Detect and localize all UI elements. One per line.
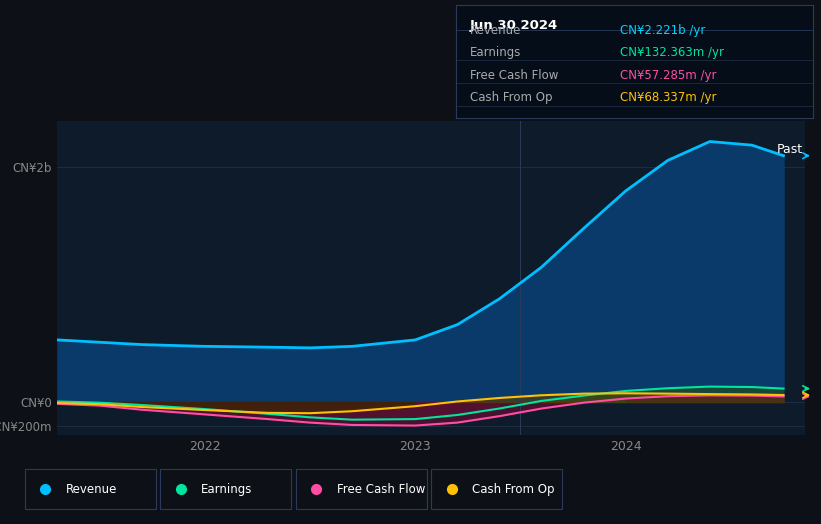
Text: CN¥68.337m /yr: CN¥68.337m /yr (620, 91, 717, 104)
Text: CN¥132.363m /yr: CN¥132.363m /yr (620, 46, 724, 59)
Text: Free Cash Flow: Free Cash Flow (470, 69, 558, 82)
Text: Cash From Op: Cash From Op (472, 483, 554, 496)
FancyBboxPatch shape (25, 469, 156, 509)
Text: Revenue: Revenue (66, 483, 117, 496)
Text: CN¥57.285m /yr: CN¥57.285m /yr (620, 69, 717, 82)
Text: Earnings: Earnings (470, 46, 521, 59)
Text: Revenue: Revenue (470, 24, 521, 37)
Text: Earnings: Earnings (201, 483, 253, 496)
Text: Cash From Op: Cash From Op (470, 91, 553, 104)
FancyBboxPatch shape (160, 469, 291, 509)
FancyBboxPatch shape (431, 469, 562, 509)
Text: Past: Past (777, 143, 802, 156)
Text: CN¥2.221b /yr: CN¥2.221b /yr (620, 24, 705, 37)
FancyBboxPatch shape (296, 469, 427, 509)
Text: Free Cash Flow: Free Cash Flow (337, 483, 425, 496)
Text: Jun 30 2024: Jun 30 2024 (470, 19, 558, 32)
